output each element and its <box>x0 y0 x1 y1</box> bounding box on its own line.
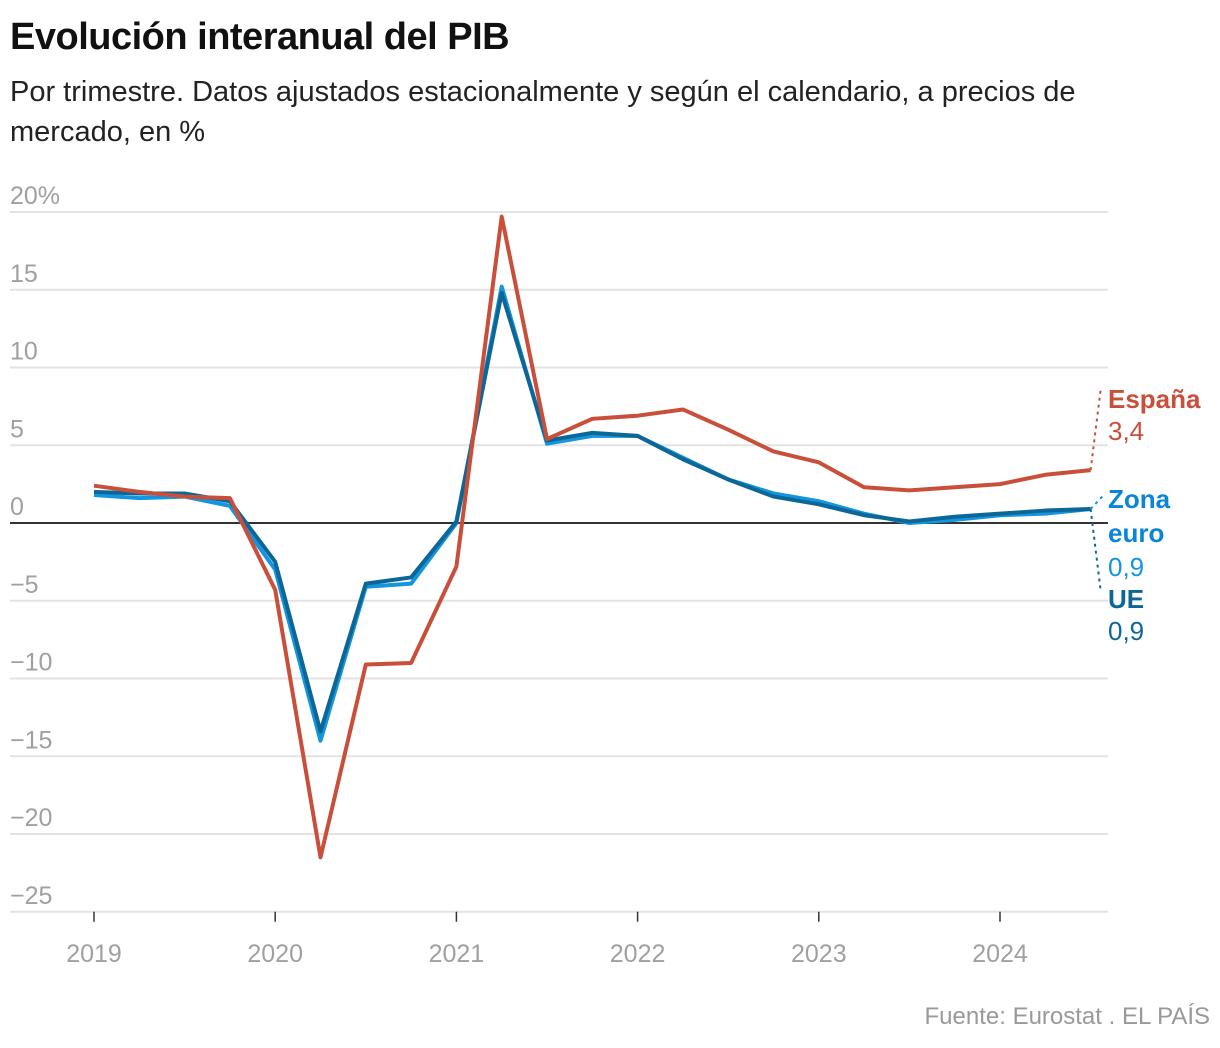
legend-label-zona-euro-2: euro <box>1108 518 1164 548</box>
chart-title: Evolución interanual del PIB <box>10 16 510 58</box>
legend-label-zona-euro: Zona <box>1108 484 1171 514</box>
x-tick-label: 2020 <box>247 940 303 968</box>
legend-label-espana: España <box>1108 384 1201 414</box>
y-tick-label: −10 <box>10 649 52 677</box>
x-tick-label: 2021 <box>429 940 485 968</box>
series-line-ue <box>93 290 1091 734</box>
legend-value-ue: 0,9 <box>1108 616 1144 646</box>
label-connector <box>1089 389 1102 471</box>
x-tick-label: 2023 <box>791 940 847 968</box>
label-connector <box>1089 493 1106 510</box>
legend-value-espana: 3,4 <box>1108 416 1144 446</box>
x-tick-label: 2022 <box>610 940 666 968</box>
series-line-zona-euro <box>93 284 1091 743</box>
y-tick-label: 0 <box>10 493 24 521</box>
y-tick-label: −5 <box>10 571 39 599</box>
chart-subtitle: Por trimestre. Datos ajustados estaciona… <box>10 76 1076 148</box>
x-tick-label: 2024 <box>972 940 1028 968</box>
y-tick-label: 10 <box>10 338 38 366</box>
y-tick-label: 20% <box>10 182 60 210</box>
source-note: Fuente: Eurostat . EL PAÍS <box>924 1003 1210 1030</box>
x-tick-label: 2019 <box>66 940 122 968</box>
y-tick-label: −25 <box>10 882 52 910</box>
legend-label-ue: UE <box>1108 584 1144 614</box>
y-tick-label: −20 <box>10 804 52 832</box>
y-tick-label: 15 <box>10 260 38 288</box>
y-tick-label: −15 <box>10 726 52 754</box>
label-connector <box>1089 508 1102 591</box>
legend-value-zona-euro: 0,9 <box>1108 552 1144 582</box>
y-tick-label: 5 <box>10 415 24 443</box>
series-line-espana <box>93 214 1091 860</box>
